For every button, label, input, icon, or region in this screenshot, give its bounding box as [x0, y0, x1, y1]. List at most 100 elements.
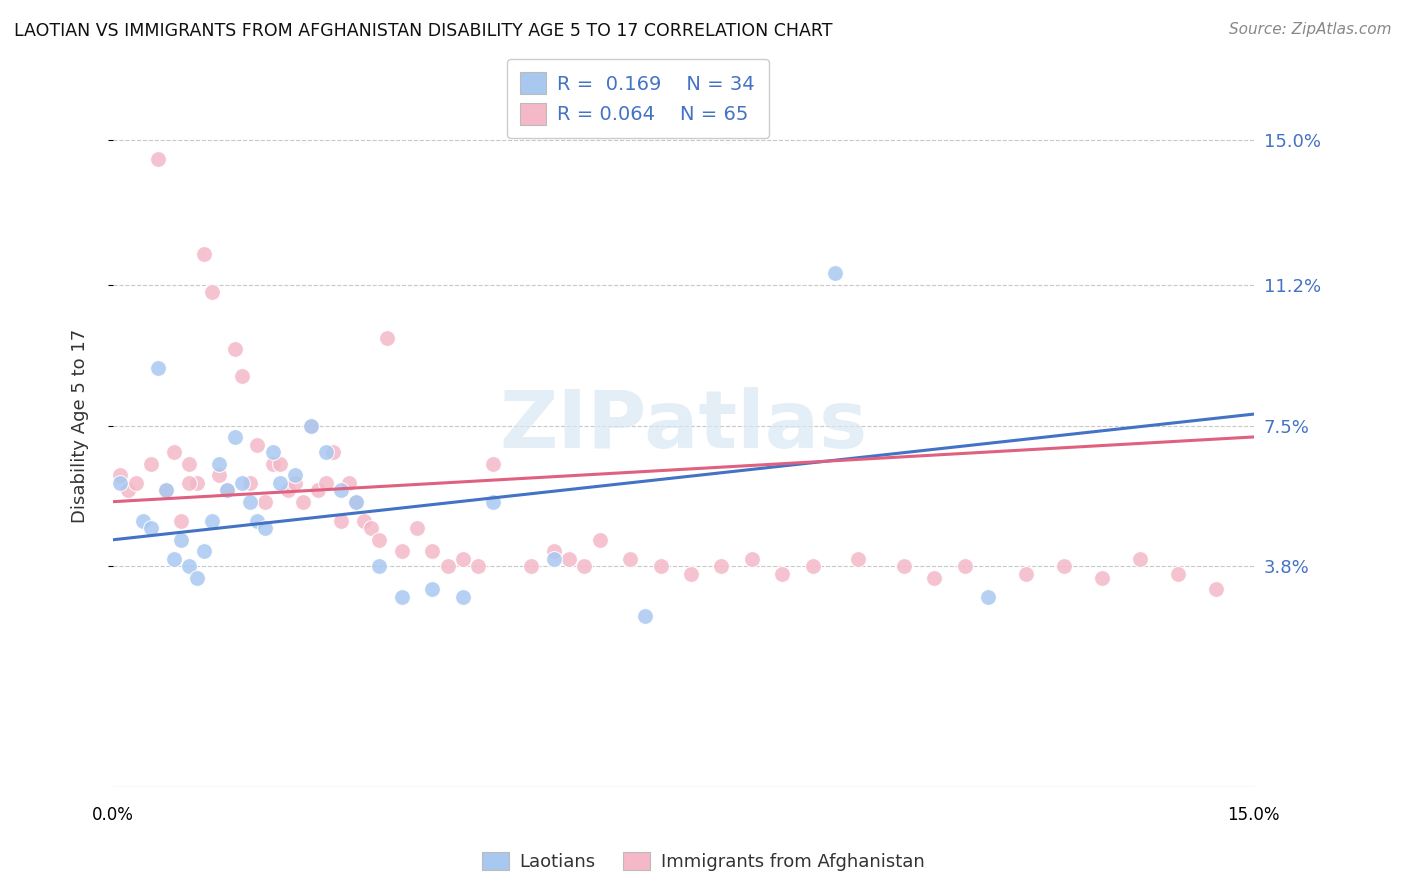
Point	[231, 475, 253, 490]
Point	[139, 521, 162, 535]
Point	[406, 521, 429, 535]
Legend: R =  0.169    N = 34, R = 0.064    N = 65: R = 0.169 N = 34, R = 0.064 N = 65	[506, 59, 769, 138]
Point	[824, 266, 846, 280]
Point	[360, 521, 382, 535]
Point	[330, 514, 353, 528]
Point	[344, 494, 367, 508]
Point	[208, 468, 231, 483]
Point	[193, 544, 215, 558]
Point	[391, 544, 413, 558]
Point	[246, 514, 269, 528]
Point	[770, 567, 793, 582]
Point	[239, 494, 262, 508]
Point	[420, 582, 443, 597]
Point	[315, 445, 337, 459]
Point	[543, 552, 565, 566]
Point	[344, 494, 367, 508]
Point	[201, 514, 224, 528]
Point	[215, 483, 238, 498]
Point	[239, 475, 262, 490]
Point	[976, 590, 998, 604]
Point	[262, 445, 284, 459]
Point	[1053, 559, 1076, 574]
Point	[679, 567, 702, 582]
Point	[543, 544, 565, 558]
Point	[315, 475, 337, 490]
Point	[284, 475, 307, 490]
Point	[1014, 567, 1036, 582]
Point	[253, 521, 276, 535]
Point	[132, 514, 155, 528]
Point	[482, 457, 505, 471]
Point	[634, 609, 657, 624]
Point	[224, 343, 246, 357]
Point	[375, 331, 398, 345]
Point	[186, 571, 208, 585]
Point	[186, 475, 208, 490]
Text: LAOTIAN VS IMMIGRANTS FROM AFGHANISTAN DISABILITY AGE 5 TO 17 CORRELATION CHART: LAOTIAN VS IMMIGRANTS FROM AFGHANISTAN D…	[14, 22, 832, 40]
Point	[710, 559, 733, 574]
Point	[110, 475, 132, 490]
Text: ZIPatlas: ZIPatlas	[499, 386, 868, 465]
Text: Source: ZipAtlas.com: Source: ZipAtlas.com	[1229, 22, 1392, 37]
Y-axis label: Disability Age 5 to 17: Disability Age 5 to 17	[72, 328, 89, 523]
Point	[139, 457, 162, 471]
Point	[299, 418, 322, 433]
Point	[163, 552, 186, 566]
Point	[170, 514, 193, 528]
Point	[741, 552, 763, 566]
Point	[520, 559, 543, 574]
Point	[953, 559, 976, 574]
Point	[117, 483, 139, 498]
Point	[846, 552, 869, 566]
Point	[558, 552, 581, 566]
Point	[246, 437, 269, 451]
Point	[368, 559, 391, 574]
Point	[163, 445, 186, 459]
Point	[177, 475, 200, 490]
Point	[1167, 567, 1189, 582]
Point	[277, 483, 299, 498]
Text: 0.0%: 0.0%	[91, 806, 134, 824]
Point	[801, 559, 824, 574]
Point	[619, 552, 641, 566]
Point	[155, 483, 177, 498]
Point	[262, 457, 284, 471]
Legend: Laotians, Immigrants from Afghanistan: Laotians, Immigrants from Afghanistan	[474, 845, 932, 879]
Point	[224, 430, 246, 444]
Point	[420, 544, 443, 558]
Point	[193, 247, 215, 261]
Point	[155, 483, 177, 498]
Point	[292, 494, 315, 508]
Text: 15.0%: 15.0%	[1227, 806, 1279, 824]
Point	[322, 445, 344, 459]
Point	[148, 361, 170, 376]
Point	[924, 571, 946, 585]
Point	[201, 285, 224, 300]
Point	[148, 152, 170, 166]
Point	[451, 590, 474, 604]
Point	[253, 494, 276, 508]
Point	[284, 468, 307, 483]
Point	[307, 483, 329, 498]
Point	[299, 418, 322, 433]
Point	[269, 475, 291, 490]
Point	[467, 559, 489, 574]
Point	[650, 559, 672, 574]
Point	[1205, 582, 1227, 597]
Point	[482, 494, 505, 508]
Point	[124, 475, 146, 490]
Point	[574, 559, 596, 574]
Point	[170, 533, 193, 547]
Point	[451, 552, 474, 566]
Point	[215, 483, 238, 498]
Point	[269, 457, 291, 471]
Point	[353, 514, 375, 528]
Point	[110, 468, 132, 483]
Point	[337, 475, 360, 490]
Point	[1091, 571, 1114, 585]
Point	[589, 533, 612, 547]
Point	[436, 559, 458, 574]
Point	[208, 457, 231, 471]
Point	[231, 369, 253, 384]
